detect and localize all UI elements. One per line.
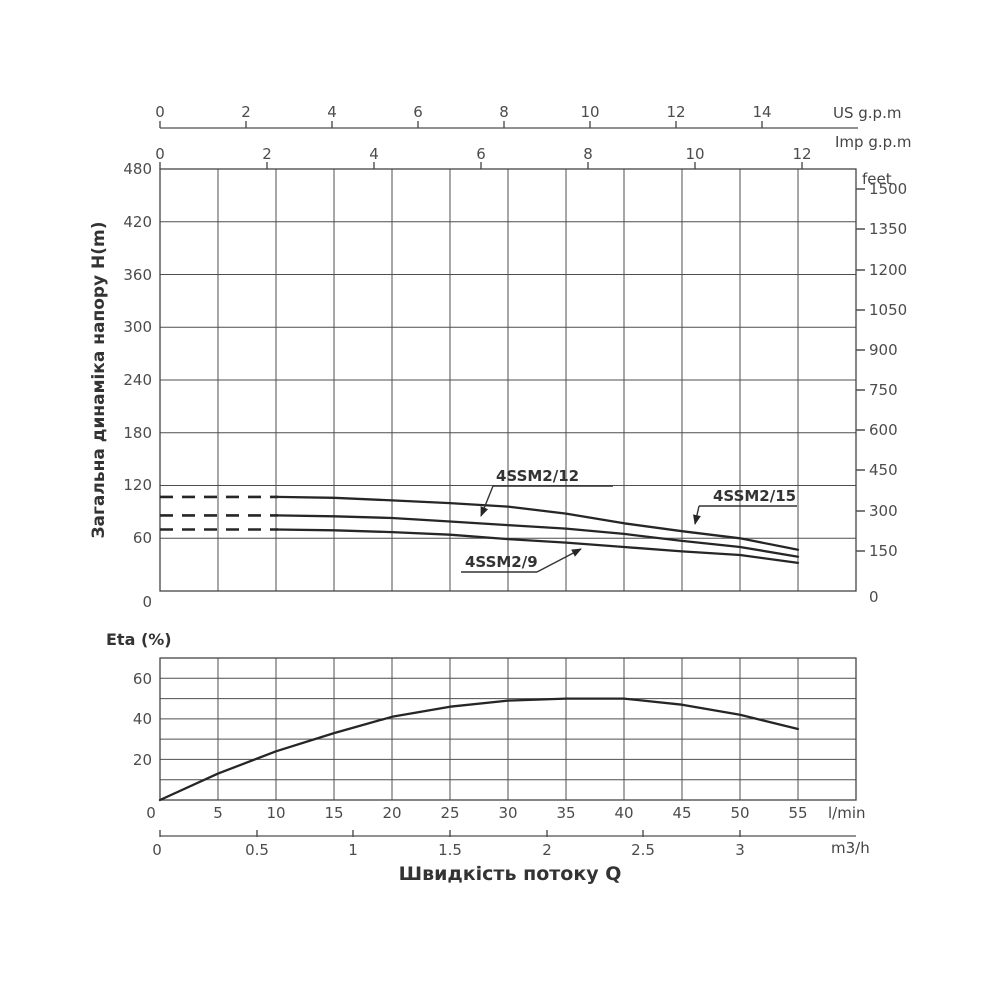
eta-y-axis-title: Eta (%) bbox=[106, 630, 172, 649]
curve-leader-arrow bbox=[536, 548, 582, 573]
m3h-ticks bbox=[159, 830, 741, 837]
feet-tick-label: 1500 bbox=[869, 180, 907, 198]
imp-tick-label: 4 bbox=[369, 145, 379, 163]
us-tick-label: 12 bbox=[666, 103, 685, 121]
us-tick-label: 10 bbox=[580, 103, 599, 121]
m3h-axis-title: m3/h bbox=[831, 839, 870, 857]
imp-tick-label: 8 bbox=[583, 145, 593, 163]
feet-tick-label: 1050 bbox=[869, 301, 907, 319]
m3h-tick-label: 1 bbox=[348, 841, 358, 859]
feet-tick-label: 900 bbox=[869, 341, 898, 359]
us-tick-label: 8 bbox=[499, 103, 509, 121]
lmin-tick-label: 0 bbox=[146, 804, 156, 822]
imp-tick-label: 10 bbox=[685, 145, 704, 163]
us-tick-label: 0 bbox=[155, 103, 165, 121]
feet-tick-label: 1200 bbox=[869, 261, 907, 279]
h-tick-label: 360 bbox=[123, 266, 152, 284]
us-gpm-axis-title: US g.p.m bbox=[833, 104, 901, 122]
lmin-tick-label: 45 bbox=[672, 804, 691, 822]
curve-label-4ssm2-9: 4SSM2/9 bbox=[465, 553, 538, 571]
imp-gpm-ticks bbox=[159, 162, 803, 169]
h-tick-label: 300 bbox=[123, 318, 152, 336]
h-tick-label: 480 bbox=[123, 160, 152, 178]
eta-grid-vertical bbox=[159, 658, 857, 800]
us-tick-label: 2 bbox=[241, 103, 251, 121]
eta-chart: Eta (%) 60 40 20 0 5 10 15 20 25 30 35 4… bbox=[106, 630, 870, 885]
eta-tick-label: 40 bbox=[133, 710, 152, 728]
lmin-tick-label: 35 bbox=[556, 804, 575, 822]
feet-ticks bbox=[856, 188, 865, 552]
us-gpm-ticks bbox=[159, 121, 763, 128]
lmin-axis-title: l/min bbox=[828, 804, 866, 822]
h-tick-label: 180 bbox=[123, 424, 152, 442]
m3h-tick-label: 0.5 bbox=[245, 841, 269, 859]
m3h-tick-label: 1.5 bbox=[438, 841, 462, 859]
feet-tick-label: 150 bbox=[869, 542, 898, 560]
h-tick-label: 240 bbox=[123, 371, 152, 389]
lmin-tick-label: 25 bbox=[440, 804, 459, 822]
eta-tick-label: 60 bbox=[133, 670, 152, 688]
feet-tick-label: 600 bbox=[869, 421, 898, 439]
curve-leader-arrow bbox=[480, 485, 494, 517]
m3h-tick-label: 2 bbox=[542, 841, 552, 859]
m3h-tick-label: 0 bbox=[152, 841, 162, 859]
imp-tick-label: 12 bbox=[792, 145, 811, 163]
eta-curve bbox=[158, 697, 800, 802]
lmin-tick-label: 20 bbox=[382, 804, 401, 822]
h-zero-label: 0 bbox=[142, 593, 152, 611]
h-tick-label: 60 bbox=[133, 529, 152, 547]
feet-tick-label: 1350 bbox=[869, 220, 907, 238]
feet-zero-label: 0 bbox=[869, 588, 879, 606]
us-tick-label: 6 bbox=[413, 103, 423, 121]
curve-label-4ssm2-15: 4SSM2/15 bbox=[713, 487, 796, 505]
eta-tick-label: 20 bbox=[133, 751, 152, 769]
head-chart-frame bbox=[159, 168, 857, 592]
feet-tick-label: 750 bbox=[869, 381, 898, 399]
m3h-tick-label: 2.5 bbox=[631, 841, 655, 859]
curve-4ssm2-9 bbox=[274, 528, 800, 565]
m3h-tick-label: 3 bbox=[735, 841, 745, 859]
lmin-tick-label: 40 bbox=[614, 804, 633, 822]
feet-tick-label: 300 bbox=[869, 502, 898, 520]
h-tick-label: 420 bbox=[123, 213, 152, 231]
imp-gpm-axis-title: Imp g.p.m bbox=[835, 133, 912, 151]
eta-chart-frame bbox=[159, 657, 857, 801]
lmin-tick-label: 50 bbox=[730, 804, 749, 822]
us-tick-label: 14 bbox=[752, 103, 771, 121]
flow-axis-title: Швидкість потоку Q bbox=[399, 863, 622, 885]
head-y-axis-title: Загальна динаміка напору H(m) bbox=[89, 221, 109, 538]
curve-4ssm2-12 bbox=[274, 514, 800, 558]
curve-leader-arrow bbox=[693, 505, 701, 525]
lmin-tick-label: 30 bbox=[498, 804, 517, 822]
feet-tick-label: 450 bbox=[869, 461, 898, 479]
lmin-tick-label: 55 bbox=[788, 804, 807, 822]
head-chart: 0 2 4 6 8 10 12 14 US g.p.m 0 2 4 6 8 10… bbox=[89, 103, 912, 611]
imp-tick-label: 6 bbox=[476, 145, 486, 163]
us-tick-label: 4 bbox=[327, 103, 337, 121]
h-tick-label: 120 bbox=[123, 476, 152, 494]
lmin-tick-label: 5 bbox=[213, 804, 223, 822]
feet-axis-title: feet bbox=[862, 170, 892, 188]
curve-4ssm2-15 bbox=[274, 495, 800, 551]
curve-label-4ssm2-12: 4SSM2/12 bbox=[496, 467, 579, 485]
imp-tick-label: 2 bbox=[262, 145, 272, 163]
lmin-tick-label: 15 bbox=[324, 804, 343, 822]
imp-tick-label: 0 bbox=[155, 145, 165, 163]
lmin-tick-label: 10 bbox=[266, 804, 285, 822]
